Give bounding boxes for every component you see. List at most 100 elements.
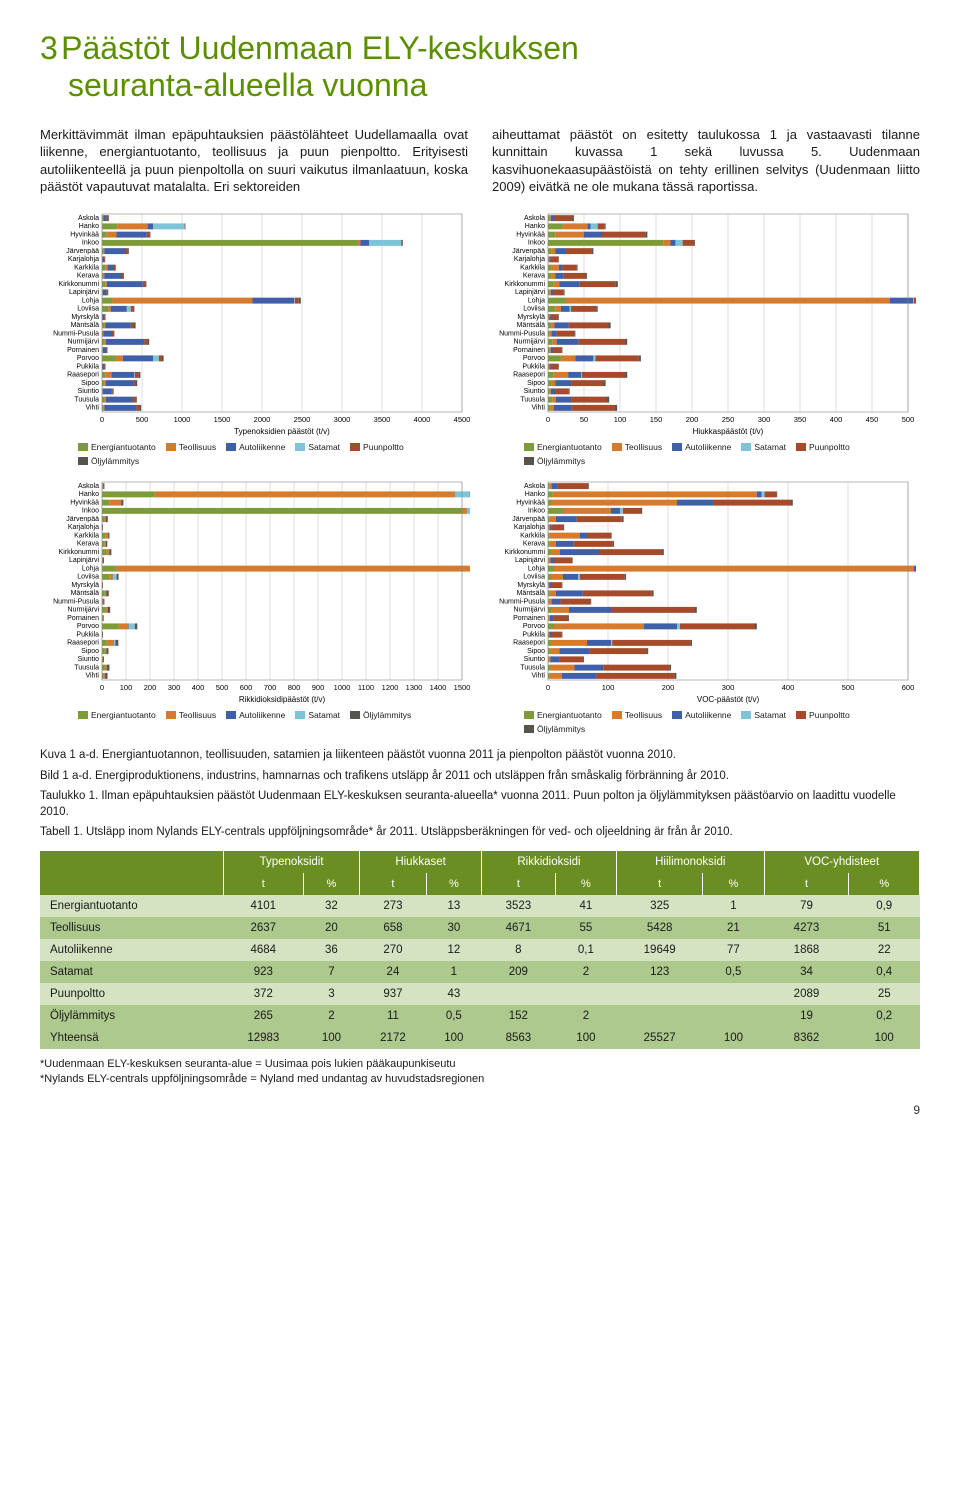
section-heading: 3 Päästöt Uudenmaan ELY-keskuksen seuran… <box>40 30 920 104</box>
svg-text:Järvenpää: Järvenpää <box>512 248 545 255</box>
svg-text:900: 900 <box>312 683 325 692</box>
svg-text:Typenoksidien päästöt (t/v): Typenoksidien päästöt (t/v) <box>234 427 330 436</box>
cell: 209 <box>481 961 555 983</box>
svg-text:Sipoo: Sipoo <box>81 380 99 387</box>
svg-text:Mäntsälä: Mäntsälä <box>71 590 100 597</box>
legend-swatch <box>796 711 806 719</box>
chart-3: 0100200300400500600700800900100011001200… <box>40 478 470 734</box>
row-label: Puunpoltto <box>40 983 223 1005</box>
legend-swatch <box>741 443 751 451</box>
svg-text:4500: 4500 <box>454 415 470 424</box>
cell: 265 <box>223 1005 303 1027</box>
col-hiukkaset: Hiukkaset <box>360 851 482 873</box>
svg-text:Inkoo: Inkoo <box>82 508 99 515</box>
cell: 19 <box>764 1005 849 1027</box>
intro-columns: Merkittävimmät ilman epäpuhtauksien pääs… <box>40 126 920 196</box>
svg-text:Rikkidioksidipäästöt (t/v): Rikkidioksidipäästöt (t/v) <box>239 695 326 704</box>
cell: 5428 <box>617 917 703 939</box>
cell: 79 <box>764 895 849 917</box>
row-label: Energiantuotanto <box>40 895 223 917</box>
svg-text:Karkkila: Karkkila <box>74 532 99 539</box>
svg-text:350: 350 <box>794 415 807 424</box>
svg-text:Inkoo: Inkoo <box>528 508 545 515</box>
cell: 4273 <box>764 917 849 939</box>
legend-item: Energiantuotanto <box>78 710 156 720</box>
cell: 8 <box>481 939 555 961</box>
svg-text:100: 100 <box>120 683 133 692</box>
col-voc: VOC-yhdisteet <box>764 851 919 873</box>
svg-text:Pukkila: Pukkila <box>522 631 545 638</box>
legend-label: Teollisuus <box>179 442 216 452</box>
svg-text:Sipoo: Sipoo <box>527 380 545 387</box>
legend-label: Puunpoltto <box>363 442 404 452</box>
section-title-line1: Päästöt Uudenmaan ELY-keskuksen <box>61 30 579 66</box>
legend-swatch <box>524 725 534 733</box>
svg-text:1000: 1000 <box>334 683 351 692</box>
legend-swatch <box>295 443 305 451</box>
cell <box>555 983 616 1005</box>
legend-label: Satamat <box>308 710 340 720</box>
legend-item: Autoliikenne <box>226 442 285 452</box>
svg-text:0: 0 <box>100 415 104 424</box>
cell: 2 <box>555 961 616 983</box>
svg-text:Kirkkonummi: Kirkkonummi <box>505 549 546 556</box>
svg-text:Loviisa: Loviisa <box>523 574 545 581</box>
svg-text:Hanko: Hanko <box>525 491 545 498</box>
cell: 13 <box>426 895 481 917</box>
cell: 11 <box>360 1005 427 1027</box>
svg-text:Pukkila: Pukkila <box>76 363 99 370</box>
charts-grid: 050010001500200025003000350040004500Asko… <box>40 210 920 734</box>
svg-text:Loviisa: Loviisa <box>523 306 545 313</box>
legend-item: Energiantuotanto <box>524 442 602 452</box>
legend-label: Satamat <box>754 442 786 452</box>
row-label: Satamat <box>40 961 223 983</box>
svg-text:Lohja: Lohja <box>82 297 99 304</box>
cell: 30 <box>426 917 481 939</box>
cell: 0,2 <box>849 1005 920 1027</box>
cell: 2 <box>303 1005 360 1027</box>
table-row: Yhteensä12983100217210085631002552710083… <box>40 1027 920 1049</box>
legend-label: Puunpoltto <box>809 710 850 720</box>
svg-text:Järvenpää: Järvenpää <box>512 516 545 523</box>
svg-text:VOC-päästöt (t/v): VOC-päästöt (t/v) <box>697 695 760 704</box>
footnote-sv: *Nylands ELY-centrals uppföljningsområde… <box>40 1072 920 1087</box>
table-row: Autoliikenne4684362701280,11964977186822 <box>40 939 920 961</box>
cell: 12983 <box>223 1027 303 1049</box>
svg-text:300: 300 <box>168 683 181 692</box>
chart-2: 050100150200250300350400450500AskolaHank… <box>486 210 916 466</box>
legend-item: Satamat <box>295 442 340 452</box>
svg-text:Raasepori: Raasepori <box>513 640 545 647</box>
emissions-table: Typenoksidit Hiukkaset Rikkidioksidi Hii… <box>40 851 920 1049</box>
cell: 51 <box>849 917 920 939</box>
cell: 923 <box>223 961 303 983</box>
chart-1: 050010001500200025003000350040004500Asko… <box>40 210 470 466</box>
cell: 43 <box>426 983 481 1005</box>
svg-text:Hiukkaspäästöt (t/v): Hiukkaspäästöt (t/v) <box>693 427 764 436</box>
legend-label: Energiantuotanto <box>537 710 602 720</box>
cell: 325 <box>617 895 703 917</box>
legend-label: Öljylämmitys <box>363 710 411 720</box>
svg-text:Kirkkonummi: Kirkkonummi <box>505 281 546 288</box>
svg-text:Karkkila: Karkkila <box>520 264 545 271</box>
legend-swatch <box>350 443 360 451</box>
legend-item: Satamat <box>295 710 340 720</box>
caption-kuva: Kuva 1 a-d. Energiantuotannon, teollisuu… <box>40 748 920 764</box>
cell: 2 <box>555 1005 616 1027</box>
cell <box>617 1005 703 1027</box>
legend-swatch <box>796 443 806 451</box>
svg-text:Nurmijärvi: Nurmijärvi <box>68 607 100 614</box>
svg-text:Myrskylä: Myrskylä <box>71 314 99 321</box>
footnote-fi: *Uudenmaan ELY-keskuksen seuranta-alue =… <box>40 1057 920 1072</box>
legend-label: Energiantuotanto <box>537 442 602 452</box>
svg-text:Karkkila: Karkkila <box>74 264 99 271</box>
svg-text:300: 300 <box>722 683 735 692</box>
svg-text:Pornainen: Pornainen <box>513 347 545 354</box>
svg-text:800: 800 <box>288 683 301 692</box>
cell: 100 <box>426 1027 481 1049</box>
svg-text:500: 500 <box>842 683 855 692</box>
svg-text:Kerava: Kerava <box>523 273 545 280</box>
svg-text:Nummi-Pusula: Nummi-Pusula <box>499 598 545 605</box>
svg-text:Järvenpää: Järvenpää <box>66 248 99 255</box>
legend-item: Satamat <box>741 442 786 452</box>
legend-swatch <box>741 711 751 719</box>
